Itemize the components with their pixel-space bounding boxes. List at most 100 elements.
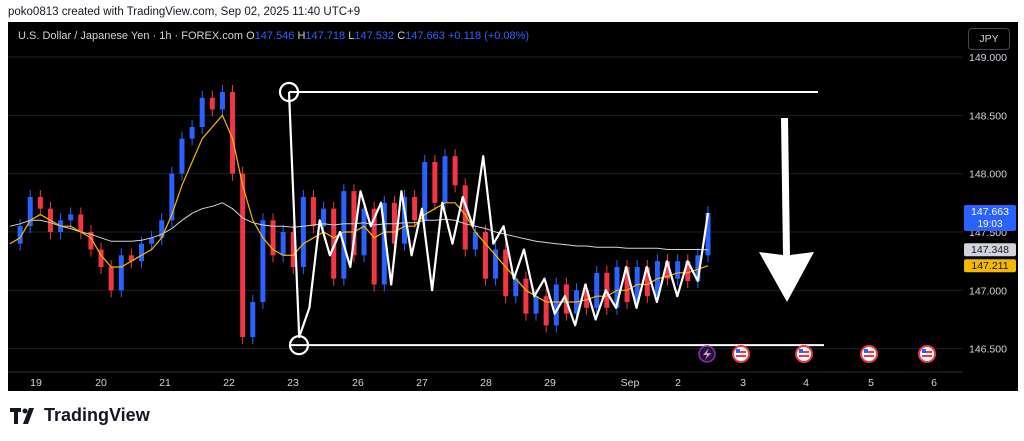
candle-body (503, 249, 509, 297)
candle-body (128, 255, 134, 262)
open-value: 147.546 (254, 30, 295, 42)
candle-body (159, 220, 165, 238)
candle-body (543, 296, 549, 326)
x-tick-label: 19 (30, 377, 42, 389)
candle-body (381, 202, 387, 285)
y-tick-label: 146.500 (969, 344, 1007, 356)
candle-body (412, 197, 418, 221)
y-tick-label: 148.500 (969, 110, 1007, 122)
candle-body (321, 208, 327, 227)
candle-body (462, 185, 468, 250)
candle-body (179, 138, 185, 174)
us-flag-canton (864, 349, 868, 353)
candle-body (614, 267, 620, 308)
close-value: 147.663 (405, 30, 445, 42)
candle-body (37, 197, 43, 209)
us-flag-event-icon (795, 345, 813, 363)
candle-body (331, 208, 337, 279)
x-tick-label: 4 (803, 377, 809, 389)
candle-body (310, 197, 316, 227)
y-tick-label: 149.000 (969, 52, 1007, 64)
candle-body (402, 197, 408, 244)
x-tick-label: 6 (931, 377, 937, 389)
x-tick-label: 20 (95, 377, 107, 389)
x-tick-label: Sep (621, 377, 640, 389)
low-label: L (348, 30, 355, 42)
us-flag-stripe (799, 351, 809, 353)
candle-body (189, 127, 195, 139)
candle-body (280, 232, 286, 256)
low-value: 147.532 (354, 30, 395, 42)
fast-moving-average-line (9, 114, 709, 303)
candle-body (250, 302, 256, 337)
us-flag-event-icon (732, 345, 750, 363)
change-value: +0.118 (+0.08%) (447, 30, 530, 42)
lightning-glyph (703, 348, 711, 360)
candle-body (108, 267, 114, 291)
x-tick-label: 5 (868, 377, 874, 389)
us-flag-stripe (864, 351, 874, 353)
top-marker-circle (278, 81, 300, 103)
candle-body (665, 261, 671, 279)
candle-body (391, 202, 397, 244)
candle-body (685, 261, 691, 281)
candle-body (17, 226, 23, 244)
candle-body (341, 191, 347, 279)
candle-body (68, 214, 74, 221)
currency-button[interactable]: JPY (968, 28, 1010, 50)
drawn-zigzag-path (287, 91, 710, 339)
us-flag-stripe (922, 355, 932, 357)
us-flag-event-icon (918, 345, 936, 363)
price-label-text: 147.663 (971, 206, 1009, 218)
candle-body (533, 296, 539, 314)
candle-body (290, 232, 296, 267)
price-label-text: 147.211 (971, 260, 1008, 272)
x-tick-label: 22 (223, 377, 235, 389)
candle-body (219, 92, 225, 110)
x-tick-label: 2 (675, 377, 681, 389)
chart-panel[interactable]: 149.000 148.500 148.000 147.500 147.000 146.5… (8, 22, 1018, 391)
candle-body (260, 220, 266, 302)
high-label: H (297, 30, 306, 42)
candle-body (432, 162, 438, 203)
candle-body (422, 162, 428, 221)
open-label: O (246, 30, 255, 42)
candle-body (98, 249, 104, 267)
candle-body (705, 212, 711, 256)
high-value: 147.718 (305, 30, 346, 42)
candle-body (270, 220, 276, 256)
us-flag-stripe (799, 355, 809, 357)
candle-body (351, 191, 357, 256)
price-label-ma_slow (964, 243, 1016, 257)
candle-body (493, 249, 499, 279)
price-label-time: 19:03 (977, 219, 1002, 230)
price-label-ma_fast (964, 259, 1016, 273)
candle-body (118, 255, 124, 291)
publisher-caption: poko0813 created with TradingView.com, S… (8, 6, 361, 18)
price-label-text: 147.348 (971, 244, 1009, 256)
candle-body (230, 92, 236, 174)
x-tick-label: 27 (416, 377, 428, 389)
us-flag-event-icon (860, 345, 878, 363)
candle-body (553, 284, 559, 326)
bottom-marker-circle (288, 335, 310, 356)
us-flag-canton (799, 349, 803, 353)
candle-body (361, 208, 367, 256)
x-tick-label: 29 (544, 377, 556, 389)
candle-body (371, 208, 377, 285)
candle-body (513, 278, 519, 297)
candle-body (300, 197, 306, 267)
symbol-legend: U.S. Dollar / Japanese Yen · 1h · FOREX.… (18, 30, 529, 42)
price-label-last (964, 204, 1016, 231)
candle-body (78, 214, 84, 232)
price-chart[interactable]: 149.000148.500148.000147.500147.000146.5… (8, 22, 1018, 391)
y-tick-label: 147.000 (969, 285, 1007, 297)
symbol-title: U.S. Dollar / Japanese Yen · 1h · FOREX.… (18, 30, 243, 42)
x-tick-label: 21 (159, 377, 171, 389)
us-flag-canton (922, 349, 926, 353)
candle-body (452, 156, 458, 186)
close-label: C (397, 30, 406, 42)
candle-body (523, 278, 529, 314)
candle-body (442, 156, 448, 203)
candle-body (199, 97, 205, 127)
